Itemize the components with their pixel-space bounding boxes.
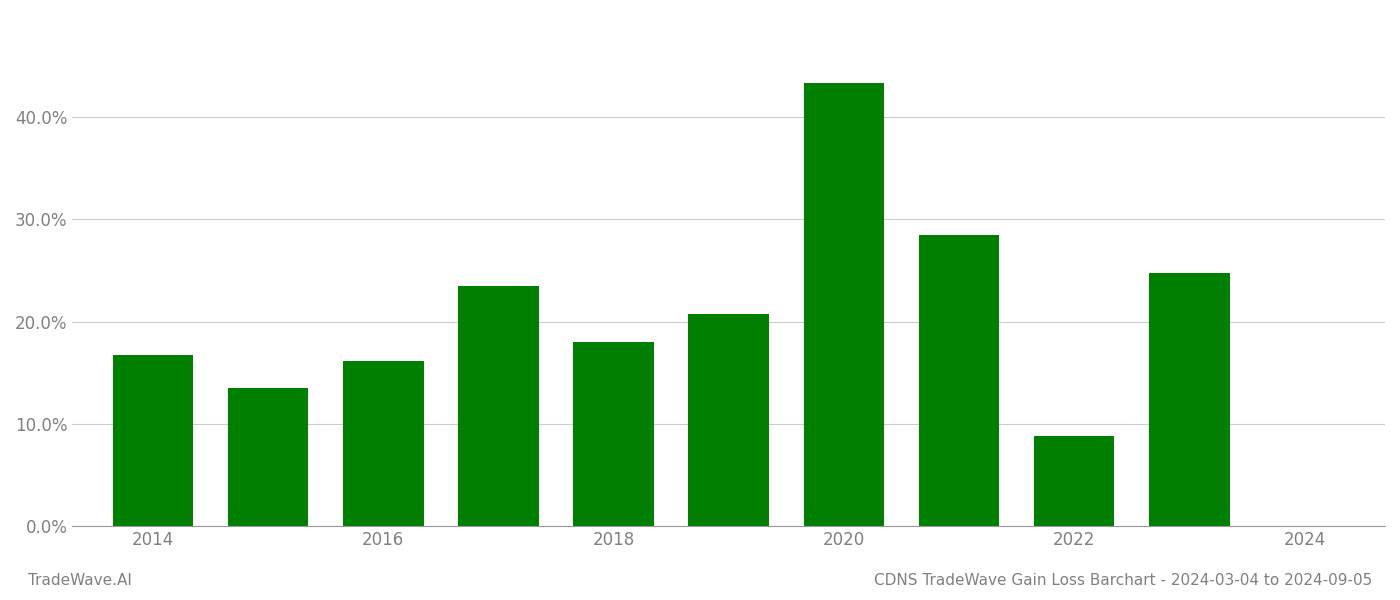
- Bar: [228, 388, 308, 526]
- Bar: [1033, 436, 1114, 526]
- Bar: [918, 235, 1000, 526]
- Bar: [343, 361, 424, 526]
- Bar: [112, 355, 193, 526]
- Text: CDNS TradeWave Gain Loss Barchart - 2024-03-04 to 2024-09-05: CDNS TradeWave Gain Loss Barchart - 2024…: [874, 573, 1372, 588]
- Bar: [458, 286, 539, 526]
- Text: TradeWave.AI: TradeWave.AI: [28, 573, 132, 588]
- Bar: [804, 83, 885, 526]
- Bar: [689, 314, 769, 526]
- Bar: [573, 342, 654, 526]
- Bar: [1149, 272, 1229, 526]
